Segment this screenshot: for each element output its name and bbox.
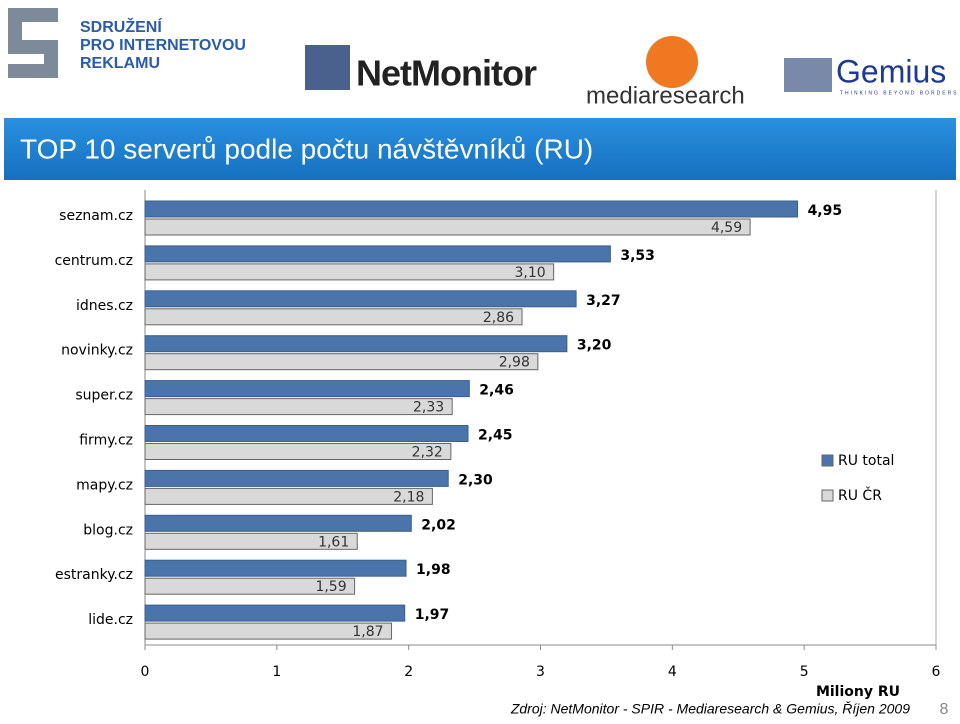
value-label: 2,98 bbox=[499, 355, 530, 371]
legend-label: RU ČR bbox=[838, 486, 882, 504]
page-number: 8 bbox=[940, 701, 949, 718]
bar bbox=[144, 469, 449, 487]
x-tick-label: 1 bbox=[272, 664, 281, 680]
x-tick-label: 0 bbox=[141, 664, 150, 680]
source: Zdroj: NetMonitor - SPIR - Mediaresearch… bbox=[510, 701, 910, 717]
y-tick-label: centrum.cz bbox=[55, 253, 133, 269]
y-tick-label: lide.cz bbox=[88, 612, 133, 628]
bar bbox=[144, 290, 577, 308]
y-tick-label: mapy.cz bbox=[76, 477, 133, 493]
bar bbox=[144, 335, 568, 353]
value-label: 4,59 bbox=[711, 220, 742, 236]
legend-swatch bbox=[821, 489, 834, 502]
bar bbox=[144, 425, 469, 442]
value-label: 4,95 bbox=[808, 203, 843, 219]
value-label: 2,18 bbox=[393, 489, 424, 505]
value-label: 1,61 bbox=[318, 534, 349, 550]
bar bbox=[144, 559, 407, 577]
logo-netmonitor: NetMonitor bbox=[356, 53, 537, 94]
x-tick-label: 3 bbox=[536, 664, 545, 680]
x-axis-label: Miliony RU bbox=[816, 684, 900, 700]
bar bbox=[144, 308, 523, 326]
legend-label: RU total bbox=[838, 453, 894, 469]
logo-mediaresearch: mediaresearch bbox=[586, 82, 745, 109]
value-label: 2,33 bbox=[413, 400, 444, 416]
logo-gemius: Gemius bbox=[836, 53, 946, 89]
bar bbox=[144, 532, 358, 550]
bar bbox=[144, 380, 470, 398]
y-tick-label: super.cz bbox=[75, 388, 133, 404]
title-band bbox=[4, 118, 956, 180]
bar bbox=[144, 487, 433, 505]
org: REKLAMU bbox=[80, 55, 160, 72]
bar bbox=[144, 353, 539, 371]
org: PRO INTERNETOVOU bbox=[80, 37, 246, 54]
x-tick-label: 2 bbox=[404, 664, 413, 680]
bar bbox=[144, 443, 452, 460]
value-label: 3,27 bbox=[586, 293, 621, 309]
value-label: 2,32 bbox=[412, 445, 443, 461]
logo-icon bbox=[646, 36, 698, 88]
y-tick-label: blog.cz bbox=[83, 522, 133, 538]
value-label: 3,10 bbox=[515, 265, 546, 281]
bar bbox=[144, 577, 356, 595]
value-label: 1,97 bbox=[415, 607, 450, 623]
y-tick-label: seznam.cz bbox=[59, 208, 133, 224]
y-tick-label: idnes.cz bbox=[76, 298, 133, 314]
value-label: 1,98 bbox=[416, 562, 451, 578]
logo-icon bbox=[305, 45, 350, 90]
y-tick-label: novinky.cz bbox=[61, 343, 133, 359]
y-tick-label: estranky.cz bbox=[55, 567, 133, 583]
bar bbox=[144, 218, 751, 236]
value-label: 3,20 bbox=[577, 338, 612, 354]
value-label: 3,53 bbox=[620, 248, 655, 264]
value-label: 1,87 bbox=[352, 624, 383, 640]
logo-spir: SDRUŽENÍ PRO INTERNETOVOU REKLAMU bbox=[8, 8, 246, 78]
x-tick-label: 4 bbox=[668, 664, 677, 680]
logo-tagline: THINKING BEYOND BORDERS bbox=[840, 90, 959, 96]
bar bbox=[144, 263, 555, 281]
logo-icon bbox=[784, 58, 832, 92]
y-tick-label: firmy.cz bbox=[79, 433, 133, 449]
bar bbox=[144, 604, 406, 622]
bar bbox=[144, 622, 393, 640]
bar bbox=[144, 245, 611, 263]
value-label: 2,30 bbox=[458, 472, 493, 488]
chart-title: TOP 10 serverů podle počtu návštěvníků (… bbox=[20, 133, 593, 164]
value-label: 1,59 bbox=[315, 579, 346, 595]
x-tick-label: 5 bbox=[800, 664, 809, 680]
x-tick-label: 6 bbox=[932, 664, 941, 680]
legend-swatch bbox=[821, 454, 834, 467]
org: SDRUŽENÍ bbox=[80, 17, 162, 36]
bar bbox=[144, 200, 799, 218]
value-label: 2,02 bbox=[421, 517, 456, 533]
value-label: 2,86 bbox=[483, 310, 514, 326]
bar bbox=[144, 514, 412, 532]
value-label: 2,46 bbox=[479, 383, 514, 399]
value-label: 2,45 bbox=[478, 428, 513, 444]
bar bbox=[144, 398, 453, 416]
